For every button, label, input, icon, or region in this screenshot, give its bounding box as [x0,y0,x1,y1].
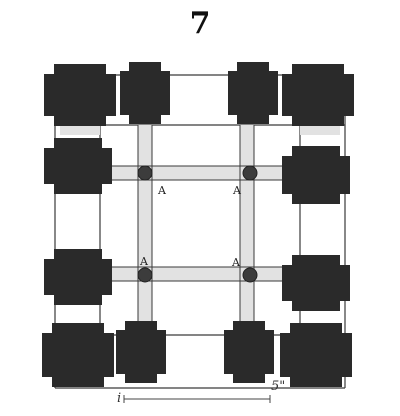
stay-band [60,125,100,135]
pier-lower-left [44,249,112,305]
stay-band [100,267,300,281]
pier-lower-right [282,255,350,311]
junction-dot [242,165,258,181]
pier-upper-right [282,146,350,204]
junction-dot [137,165,153,181]
pier-bottom-right [280,323,352,387]
pier-top-inner-left [120,62,170,124]
label-a-lower-left: A [139,255,149,268]
pier-bottom-left [42,323,114,387]
figure-number: 7 [189,6,211,41]
pier-bottom-inner-right [224,321,274,383]
pier-top-right [282,64,354,126]
stay-band [100,166,300,180]
scale-end-label: 5" [271,379,285,394]
grid-lines [100,125,300,335]
pier-top-inner-right [228,62,278,124]
junction-dot [137,267,153,283]
stay-band [300,125,340,135]
label-a-upper-right: A [232,184,242,197]
junction-dots [137,165,258,283]
label-a-upper-left: A [157,184,167,197]
scale-bar: i 5" [117,379,285,406]
pier-bottom-inner-left [116,321,166,383]
junction-dot [242,267,258,283]
pier-upper-left [44,138,112,194]
pier-top-left [44,64,116,126]
piers [42,62,354,387]
scale-start-label: i [117,391,121,406]
stay-band [138,125,152,335]
stay-band [240,125,254,335]
label-a-lower-right: A [231,256,241,269]
